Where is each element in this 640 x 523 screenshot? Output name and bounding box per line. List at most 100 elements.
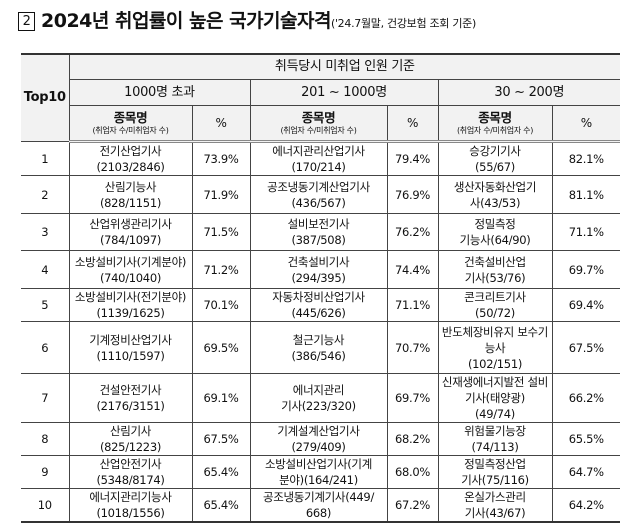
qualification-count: (294/395) — [291, 270, 346, 285]
qualification-name: 건설안전기사 — [99, 383, 162, 397]
pct-cell: 68.0% — [386, 455, 439, 489]
qualification-count: 668) — [305, 506, 332, 520]
qualification-name: 신재생에너지발전 설비기사(태양광) — [441, 375, 549, 405]
qualification-count: (825/1223) — [99, 440, 162, 454]
qualification-cell: 자동차정비산업기사 (445/626) — [249, 288, 388, 322]
qualification-cell: 건축설비산업 기사(53/76) — [437, 250, 553, 289]
table-row: 9 산업안전기사 (5348/8174) 65.4% 소방설비산업기사(기계 분야)(16… — [21, 455, 621, 489]
group-1-header: 1000명 초과 — [69, 79, 251, 106]
pct-cell: 65.5% — [551, 422, 621, 456]
pct-cell: 64.7% — [551, 455, 621, 489]
qualification-count: 분야)(164/241) — [279, 473, 358, 487]
name-column-header: 종목명 (취업자 수/미취업자 수) — [249, 105, 388, 143]
name-subheader-label: (취업자 수/미취업자 수) — [280, 126, 357, 135]
name-subheader-label: (취업자 수/미취업자 수) — [92, 126, 169, 135]
qualification-name: 콘크리트기사 — [464, 290, 526, 304]
qualification-count: 사(43/53) — [469, 195, 521, 210]
pct-cell: 79.4% — [386, 141, 439, 176]
table-row: 6 기계정비산업기사 (1110/1597) 69.5% 철근기능사 (386/546) 7… — [21, 321, 621, 374]
table-row: 2 산림기능사 (828/1151) 71.9% 공조냉동기계산업기사 (436/567)… — [21, 175, 621, 214]
name-header-label: 종목명 — [301, 110, 336, 125]
qualification-cell: 산림기사 (825/1223) — [68, 422, 193, 456]
pct-cell: 69.7% — [386, 373, 439, 423]
qualification-cell: 반도체장비유지 보수기능사 (102/151) — [437, 321, 553, 374]
rank-cell: 1 — [21, 141, 70, 176]
rank-cell: 7 — [21, 373, 70, 423]
pct-cell: 73.9% — [191, 141, 251, 176]
pct-cell: 69.1% — [191, 373, 251, 423]
pct-cell: 65.4% — [191, 455, 251, 489]
pct-cell: 71.2% — [191, 250, 251, 289]
qualification-count: (740/1040) — [99, 270, 162, 285]
qualification-name: 건축설비산업 — [464, 254, 526, 269]
pct-cell: 69.7% — [551, 250, 621, 289]
rank-cell: 9 — [21, 455, 70, 489]
title-sub: ('24.7월말, 건강보험 조회 기준) — [330, 17, 476, 30]
qualification-count: 기능사(64/90) — [459, 233, 531, 247]
qualification-cell: 에너지관리산업기사 (170/214) — [249, 141, 388, 176]
name-subheader-label: (취업자 수/미취업자 수) — [456, 126, 534, 135]
qualification-cell: 산업안전기사 (5348/8174) — [68, 455, 193, 489]
qualification-name: 반도체장비유지 보수기능사 — [441, 324, 549, 355]
pct-cell: 71.1% — [551, 213, 621, 251]
section-marker: 2 — [18, 12, 35, 31]
qualification-name: 기계설계산업기사 — [277, 424, 360, 438]
qualification-count: 기사(223/320) — [281, 399, 356, 413]
name-header-label: 종목명 — [113, 110, 148, 125]
qualification-cell: 기계설계산업기사 (279/409) — [249, 422, 388, 456]
qualification-cell: 산업위생관리기사 (784/1097) — [68, 213, 193, 251]
rank-cell: 3 — [21, 213, 70, 251]
qualification-cell: 신재생에너지발전 설비기사(태양광) (49/74) — [437, 373, 553, 423]
pct-column-header: % — [191, 105, 251, 143]
rank-cell: 4 — [21, 250, 70, 289]
qualification-count: (74/113) — [471, 440, 519, 454]
rank-cell: 5 — [21, 288, 70, 322]
qualification-table: Top10 취득당시 미취업 인원 기준 1000명 초과 201 ~ 1000… — [21, 53, 621, 523]
rank-header: Top10 — [21, 53, 70, 142]
qualification-name: 소방설비기사(전기분야) — [74, 290, 187, 304]
table-row: 1 전기산업기사 (2103/2846) 73.9% 에너지관리산업기사 (170/214… — [21, 141, 621, 176]
pct-cell: 69.5% — [191, 321, 251, 374]
qualification-name: 온실가스관리 — [464, 490, 526, 504]
title-main: 2024년 취업률이 높은 국가기술자격 — [41, 10, 331, 32]
pct-column-header: % — [551, 105, 621, 143]
qualification-name: 소방설비산업기사(기계 — [265, 457, 372, 471]
qualification-name: 에너지관리 — [292, 383, 345, 397]
pct-cell: 67.5% — [551, 321, 621, 374]
pct-cell: 71.1% — [386, 288, 439, 322]
qualification-cell: 소방설비기사(전기분야) (1139/1625) — [68, 288, 193, 322]
qualification-count: (387/508) — [291, 233, 346, 247]
qualification-name: 산업위생관리기사 — [89, 217, 172, 231]
rank-cell: 6 — [21, 321, 70, 374]
qualification-name: 산업안전기사 — [99, 457, 162, 471]
qualification-count: (1018/1556) — [96, 506, 165, 520]
table-row: 3 산업위생관리기사 (784/1097) 71.5% 설비보전기사 (387/508) 7… — [21, 213, 621, 251]
qualification-cell: 정밀측정 기능사(64/90) — [437, 213, 553, 251]
pct-cell: 76.9% — [386, 175, 439, 214]
qualification-cell: 공조냉동기계산업기사 (436/567) — [249, 175, 388, 214]
qualification-name: 승강기기사 — [469, 144, 521, 158]
qualification-name: 소방설비기사(기계분야) — [74, 254, 187, 269]
qualification-count: (49/74) — [474, 407, 515, 421]
qualification-cell: 전기산업기사 (2103/2846) — [68, 141, 193, 176]
table-row: 5 소방설비기사(전기분야) (1139/1625) 70.1% 자동차정비산업기사 (4… — [21, 288, 621, 322]
table-row: 4 소방설비기사(기계분야) (740/1040) 71.2% 건축설비기사 (294/3… — [21, 250, 621, 289]
qualification-count: (828/1151) — [99, 195, 162, 210]
rank-cell: 8 — [21, 422, 70, 456]
qualification-name: 정밀측정산업 — [464, 457, 526, 471]
qualification-count: (279/409) — [291, 440, 346, 454]
qualification-count: (50/72) — [474, 306, 515, 320]
qualification-cell: 건설안전기사 (2176/3151) — [68, 373, 193, 423]
qualification-name: 공조냉동기계산업기사 — [267, 179, 370, 194]
pct-cell: 71.9% — [191, 175, 251, 214]
qualification-name: 기계정비산업기사 — [89, 332, 172, 347]
qualification-count: (102/151) — [467, 356, 523, 371]
qualification-name: 건축설비기사 — [287, 254, 350, 269]
pct-cell: 81.1% — [551, 175, 621, 214]
qualification-count: (1139/1625) — [96, 306, 165, 320]
qualification-name: 산림기능사 — [104, 179, 157, 194]
table-row: 7 건설안전기사 (2176/3151) 69.1% 에너지관리 기사(223/320) 6… — [21, 373, 621, 423]
qualification-count: (386/546) — [291, 348, 346, 363]
